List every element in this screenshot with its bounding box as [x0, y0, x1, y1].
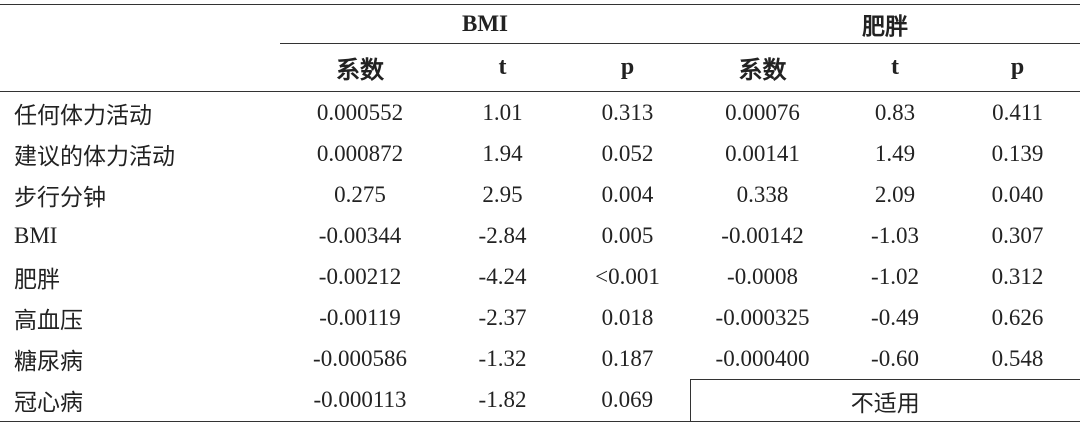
corner — [0, 5, 280, 44]
cell: 0.307 — [991, 222, 1044, 248]
cell: -0.0008 — [727, 263, 798, 289]
table-row: 肥胖 -0.00212 -4.24 <0.001 -0.0008 -1.02 0.312 — [0, 256, 1080, 297]
cell: -4.24 — [478, 263, 527, 289]
cell: 0.139 — [991, 140, 1044, 166]
group-header-row: BMI 肥胖 — [0, 4, 1080, 44]
results-table: BMI 肥胖 系数 t p 系数 t p 任何体力活动 0.000552 1.01 0.313 0… — [0, 4, 1080, 422]
corner — [0, 44, 280, 92]
cell: 0.187 — [601, 345, 654, 371]
cell: 1.49 — [874, 140, 916, 166]
column-header: 系数 — [738, 58, 787, 84]
cell: -0.000400 — [715, 345, 810, 371]
cell: -1.82 — [478, 387, 527, 413]
row-label: 任何体力活动 — [14, 102, 152, 128]
cell: 0.83 — [874, 99, 916, 125]
cell: 0.040 — [991, 181, 1044, 207]
row-label: 肥胖 — [14, 266, 60, 292]
cell: 1.01 — [482, 99, 523, 125]
row-label: 建议的体力活动 — [14, 143, 175, 169]
column-header: p — [1010, 54, 1025, 80]
row-label: 冠心病 — [14, 390, 83, 416]
cell: -2.37 — [478, 304, 527, 330]
cell: 0.626 — [991, 304, 1044, 330]
cell: -1.02 — [871, 263, 919, 289]
column-header: t — [498, 54, 507, 80]
row-label: 步行分钟 — [14, 184, 106, 210]
table-row: 建议的体力活动 0.000872 1.94 0.052 0.00141 1.49 0.139 — [0, 133, 1080, 174]
table-row: 糖尿病 -0.000586 -1.32 0.187 -0.000400 -0.60 0.54… — [0, 338, 1080, 380]
cell: 0.548 — [991, 345, 1044, 371]
cell: 0.411 — [992, 99, 1043, 125]
cell: 0.00076 — [725, 99, 800, 125]
cell: -0.000325 — [715, 304, 810, 330]
row-label: 糖尿病 — [14, 348, 83, 374]
table-row: 冠心病 -0.000113 -1.82 0.069 不适用 — [0, 379, 1080, 422]
table-row: 任何体力活动 0.000552 1.01 0.313 0.00076 0.83 0.411 — [0, 92, 1080, 134]
row-label: 高血压 — [14, 307, 83, 333]
cell: 2.09 — [874, 181, 916, 207]
cell: 0.000552 — [316, 99, 404, 125]
table-row: 步行分钟 0.275 2.95 0.004 0.338 2.09 0.040 — [0, 174, 1080, 215]
cell: 0.313 — [601, 99, 654, 125]
column-header-row: 系数 t p 系数 t p — [0, 44, 1080, 92]
cell: 0.018 — [601, 304, 654, 330]
not-applicable-cell: 不适用 — [689, 379, 1080, 422]
column-header: p — [620, 54, 635, 80]
cell: 0.005 — [601, 222, 654, 248]
cell: 0.004 — [601, 181, 654, 207]
cell: -0.00344 — [318, 222, 402, 248]
table-body: 任何体力活动 0.000552 1.01 0.313 0.00076 0.83 0.411 建… — [0, 92, 1080, 422]
column-header: 系数 — [336, 58, 384, 84]
cell: 2.95 — [482, 181, 523, 207]
cell: -2.84 — [478, 222, 527, 248]
cell: -0.49 — [871, 304, 919, 330]
cell: -0.000586 — [313, 345, 407, 371]
cell: -0.000113 — [313, 387, 407, 413]
cell: -0.60 — [871, 345, 919, 371]
table-row: BMI -0.00344 -2.84 0.005 -0.00142 -1.03 0.307 — [0, 215, 1080, 256]
cell: <0.001 — [595, 263, 660, 289]
table-row: 高血压 -0.00119 -2.37 0.018 -0.000325 -0.49 0.626 — [0, 297, 1080, 338]
cell: -1.32 — [478, 345, 527, 371]
cell: 0.338 — [736, 181, 789, 207]
cell: 0.000872 — [316, 140, 404, 166]
column-header: t — [891, 54, 900, 80]
cell: 0.312 — [991, 263, 1044, 289]
cell: 0.069 — [601, 387, 654, 413]
cell: 1.94 — [482, 140, 523, 166]
cell: 0.052 — [601, 140, 654, 166]
cell: 0.00141 — [725, 140, 800, 166]
group-header: BMI — [280, 4, 691, 44]
cell: 0.275 — [334, 181, 386, 207]
row-label: BMI — [14, 222, 58, 248]
cell: -0.00119 — [319, 304, 401, 330]
cell: -0.00142 — [721, 222, 804, 248]
cell: -0.00212 — [318, 263, 402, 289]
table-head: BMI 肥胖 系数 t p 系数 t p — [0, 4, 1080, 92]
page: BMI 肥胖 系数 t p 系数 t p 任何体力活动 0.000552 1.01 0.313 0… — [0, 4, 1080, 426]
group-header: 肥胖 — [690, 4, 1080, 44]
cell: -1.03 — [871, 222, 919, 248]
